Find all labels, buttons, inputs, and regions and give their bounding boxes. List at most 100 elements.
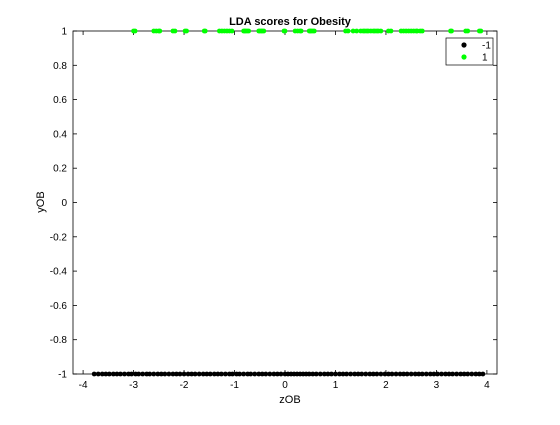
point-neg1	[333, 371, 338, 377]
y-tick-label: -1	[58, 370, 67, 381]
point-neg1	[389, 371, 395, 377]
y-tick-label: -0.4	[50, 267, 68, 278]
point-neg1	[155, 371, 161, 377]
y-tick-label: 1	[61, 27, 67, 38]
point-neg1	[443, 371, 448, 377]
point-pos1	[229, 28, 235, 34]
x-tick-label: -1	[230, 380, 239, 391]
series-pos1	[131, 28, 484, 34]
point-neg1	[181, 371, 187, 377]
point-neg1	[408, 371, 414, 377]
point-neg1	[95, 371, 101, 377]
point-neg1	[230, 371, 235, 377]
x-tick-label: -3	[129, 380, 138, 391]
point-neg1	[192, 371, 198, 377]
point-neg1	[348, 371, 354, 377]
point-neg1	[275, 371, 280, 377]
point-neg1	[122, 371, 127, 377]
plot-area	[72, 30, 498, 375]
point-neg1	[106, 371, 112, 377]
point-neg1	[355, 371, 361, 377]
point-neg1	[91, 371, 97, 377]
point-neg1	[271, 371, 277, 377]
legend-box	[445, 37, 494, 66]
point-neg1	[114, 371, 120, 377]
point-pos1	[172, 28, 178, 34]
point-neg1	[401, 371, 407, 377]
point-neg1	[174, 371, 179, 377]
x-axis-label: zOB	[279, 394, 300, 406]
legend-marker-pos1	[461, 54, 467, 60]
point-neg1	[363, 371, 369, 377]
point-neg1	[256, 371, 262, 377]
x-tick-label: 2	[383, 380, 389, 391]
data-points	[91, 28, 486, 377]
point-pos1	[449, 28, 454, 34]
legend[interactable]: -1 1	[445, 37, 494, 66]
point-neg1	[166, 371, 172, 377]
point-neg1	[313, 371, 319, 377]
point-neg1	[473, 371, 479, 377]
legend-label-neg1: -1	[482, 41, 491, 52]
point-neg1	[136, 371, 142, 377]
y-tick-label: -0.2	[50, 232, 68, 243]
x-tick-label: 0	[282, 380, 288, 391]
point-pos1	[388, 28, 394, 34]
point-pos1	[202, 28, 208, 34]
x-tick-label: 3	[434, 380, 440, 391]
point-neg1	[118, 371, 123, 377]
point-neg1	[237, 371, 242, 377]
point-neg1	[310, 371, 316, 377]
point-neg1	[393, 371, 399, 377]
y-axis: -1 -0.8 -0.6 -0.4 -0.2 0 0.2 0.4 0.6 0.8 1	[50, 27, 497, 381]
point-neg1	[129, 371, 134, 377]
point-pos1	[261, 28, 267, 34]
point-neg1	[404, 371, 410, 377]
point-pos1	[282, 28, 288, 34]
point-neg1	[427, 371, 433, 377]
point-neg1	[416, 371, 422, 377]
point-pos1	[311, 28, 317, 34]
point-neg1	[147, 371, 153, 377]
y-tick-label: 0.4	[53, 129, 67, 140]
point-neg1	[140, 371, 146, 377]
point-neg1	[431, 371, 437, 377]
point-neg1	[158, 371, 164, 377]
point-pos1	[345, 28, 351, 34]
point-neg1	[359, 371, 365, 377]
point-neg1	[370, 371, 376, 377]
x-tick-label: 1	[333, 380, 339, 391]
point-neg1	[162, 371, 168, 377]
point-neg1	[252, 371, 258, 377]
y-axis-label: yOB	[35, 191, 47, 212]
point-pos1	[354, 28, 360, 34]
point-neg1	[367, 371, 373, 377]
point-pos1	[419, 28, 425, 34]
point-neg1	[465, 371, 471, 377]
y-tick-label: 0.2	[53, 164, 67, 175]
point-pos1	[478, 28, 484, 34]
point-neg1	[215, 371, 221, 377]
point-neg1	[110, 371, 116, 377]
point-neg1	[412, 371, 418, 377]
x-tick-label: 4	[484, 380, 490, 391]
y-tick-label: -0.8	[50, 335, 68, 346]
point-pos1	[157, 28, 163, 34]
point-neg1	[329, 371, 334, 377]
point-neg1	[267, 371, 273, 377]
x-tick-label: -2	[180, 380, 189, 391]
point-neg1	[306, 371, 312, 377]
point-neg1	[344, 371, 349, 377]
y-tick-label: -0.6	[50, 301, 68, 312]
point-pos1	[298, 28, 304, 34]
point-neg1	[374, 371, 380, 377]
point-neg1	[177, 371, 183, 377]
point-neg1	[469, 371, 475, 377]
point-neg1	[325, 371, 331, 377]
point-neg1	[337, 371, 342, 377]
point-neg1	[241, 371, 247, 377]
point-neg1	[219, 371, 224, 377]
point-neg1	[450, 371, 455, 377]
